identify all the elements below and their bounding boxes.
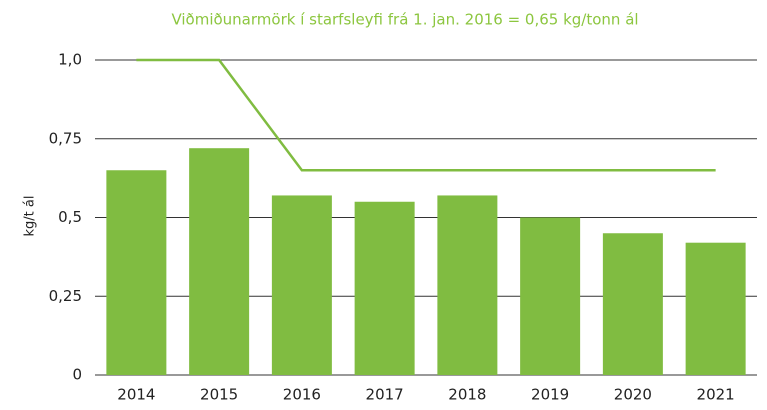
chart-title: Viðmiðunarmörk í starfsleyfi frá 1. jan.…: [171, 11, 638, 29]
bar: [189, 148, 250, 375]
y-tick-label: 0,75: [49, 129, 82, 147]
bar: [602, 233, 663, 375]
bar: [354, 201, 415, 375]
x-tick-label: 2014: [117, 386, 155, 404]
bar: [271, 195, 332, 375]
x-tick-label: 2020: [614, 386, 652, 404]
x-tick-label: 2016: [283, 386, 321, 404]
x-tick-label: 2017: [366, 386, 404, 404]
bar: [437, 195, 498, 375]
limit-line: [136, 58, 716, 172]
bar: [685, 242, 746, 375]
bar: [106, 170, 167, 375]
y-tick-label: 1,0: [58, 51, 82, 69]
x-tick-label: 2015: [200, 386, 238, 404]
y-tick-label: 0,5: [58, 208, 82, 226]
y-tick-label: 0,25: [49, 287, 82, 305]
bar: [520, 217, 581, 375]
x-tick-label: 2019: [531, 386, 569, 404]
x-tick-label: 2021: [697, 386, 735, 404]
x-tick-label: 2018: [448, 386, 486, 404]
y-tick-label: 0: [72, 366, 82, 384]
y-axis-label: kg/t ál: [23, 196, 38, 237]
